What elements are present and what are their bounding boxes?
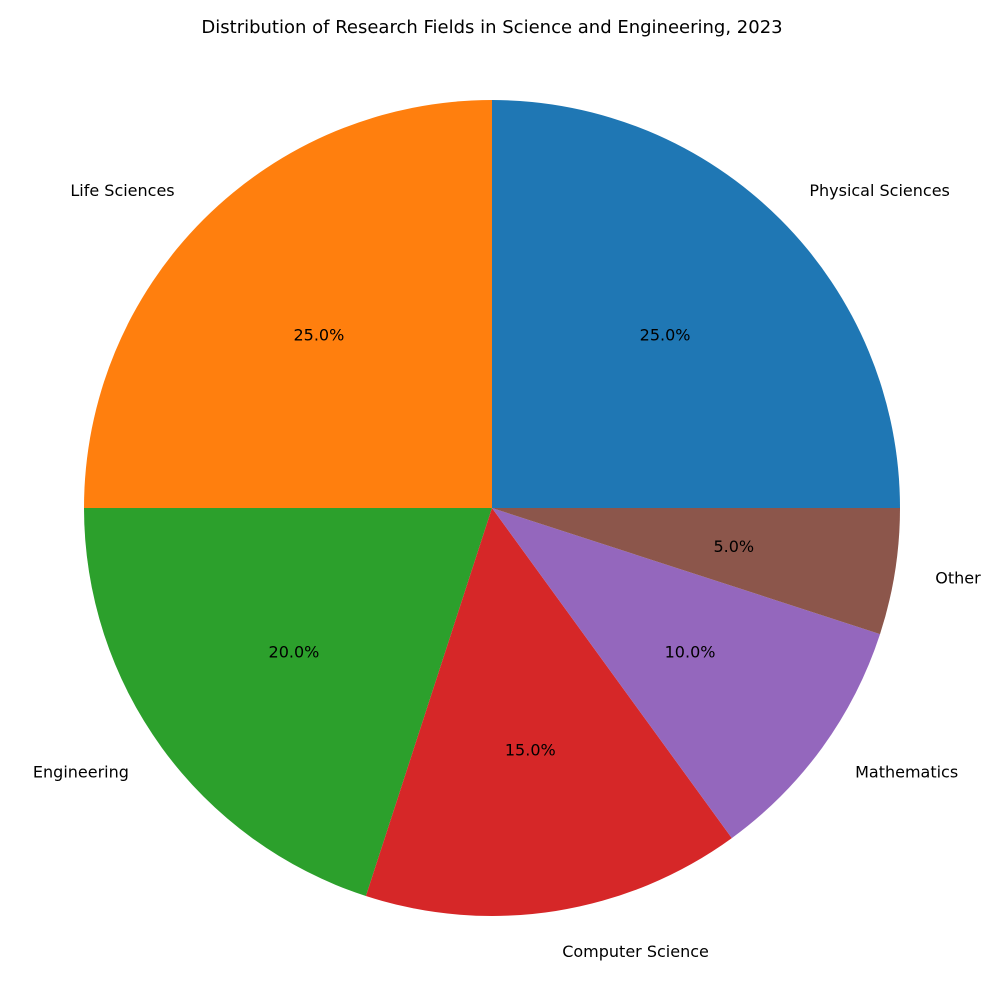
- pie-slice-mathematics: [492, 508, 881, 839]
- pie-labels: Physical Sciences 25.0% Life Sciences 25.0%…: [33, 181, 981, 961]
- slice-label-life-sciences: Life Sciences: [70, 181, 174, 200]
- pie-slice-other: [492, 508, 900, 635]
- percent-label-life-sciences: 25.0%: [293, 325, 344, 344]
- slice-label-physical-sciences: Physical Sciences: [809, 181, 950, 200]
- pie-slice-life-sciences: [84, 100, 492, 508]
- pie-slice-computer-science: [365, 508, 732, 917]
- pie-slice-engineering: [84, 508, 492, 897]
- percent-label-engineering: 20.0%: [269, 642, 320, 661]
- percent-label-computer-science: 15.0%: [505, 740, 556, 759]
- chart-title: Distribution of Research Fields in Scien…: [201, 17, 782, 38]
- pie-slice-physical-sciences: [492, 100, 900, 508]
- slice-label-other: Other: [935, 569, 981, 588]
- slice-label-computer-science: Computer Science: [562, 942, 709, 961]
- percent-label-mathematics: 10.0%: [665, 642, 716, 661]
- slice-label-engineering: Engineering: [33, 762, 129, 781]
- pie-slices: [84, 100, 900, 917]
- slice-label-mathematics: Mathematics: [855, 762, 958, 781]
- percent-label-physical-sciences: 25.0%: [640, 325, 691, 344]
- percent-label-other: 5.0%: [713, 537, 754, 556]
